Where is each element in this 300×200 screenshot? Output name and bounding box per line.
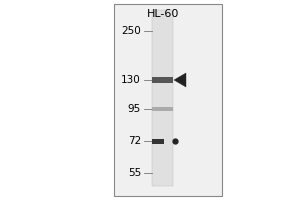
FancyBboxPatch shape: [152, 10, 172, 186]
Text: HL-60: HL-60: [147, 9, 180, 19]
Text: 72: 72: [128, 136, 141, 146]
FancyBboxPatch shape: [152, 107, 172, 111]
Polygon shape: [174, 73, 186, 87]
FancyBboxPatch shape: [152, 77, 172, 83]
Text: 95: 95: [128, 104, 141, 114]
Text: 130: 130: [121, 75, 141, 85]
FancyBboxPatch shape: [152, 138, 164, 144]
Text: 55: 55: [128, 168, 141, 178]
Text: 250: 250: [121, 26, 141, 36]
FancyBboxPatch shape: [114, 4, 222, 196]
